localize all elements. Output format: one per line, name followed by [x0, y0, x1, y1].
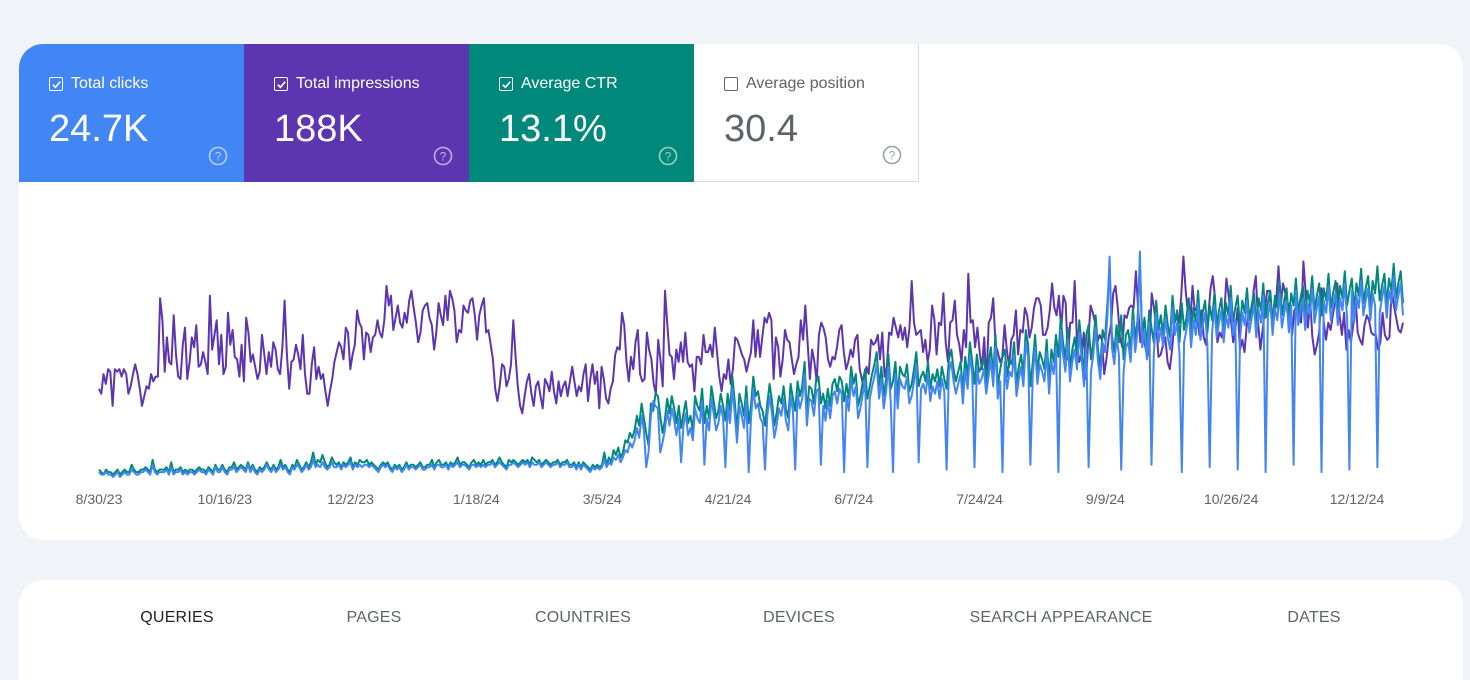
tab-queries[interactable]: QUERIES: [140, 609, 214, 626]
tab-search-appearance[interactable]: SEARCH APPEARANCE: [969, 609, 1153, 626]
x-tick-label: 12/12/24: [1330, 491, 1385, 507]
metric-value: 24.7K: [49, 108, 149, 150]
x-tick-label: 1/18/24: [453, 491, 500, 507]
tab-countries[interactable]: COUNTRIES: [534, 609, 632, 626]
x-tick-label: 10/26/24: [1204, 491, 1259, 507]
metric-header: Average position: [724, 75, 865, 93]
svg-text:?: ?: [215, 149, 222, 163]
tab-pages[interactable]: PAGES: [346, 609, 402, 626]
help-circle-icon[interactable]: ?: [208, 146, 228, 166]
line-chart: 8/30/23 10/16/23 12/2/23 1/18/24 3/5/24 4/21/…: [76, 250, 1404, 507]
x-tick-label: 8/30/23: [76, 491, 123, 507]
svg-text:?: ?: [440, 149, 447, 163]
svg-text:?: ?: [665, 149, 672, 163]
metric-label: Average position: [746, 75, 865, 92]
metric-value: 13.1%: [499, 108, 607, 150]
performance-card: Total clicks 24.7K ? Total impressions 1…: [19, 44, 1463, 540]
x-tick-label: 12/2/23: [327, 491, 374, 507]
metric-average-ctr[interactable]: Average CTR 13.1% ?: [469, 44, 694, 182]
metric-total-clicks[interactable]: Total clicks 24.7K ?: [19, 44, 244, 182]
performance-chart[interactable]: 8/30/23 10/16/23 12/2/23 1/18/24 3/5/24 4/21/…: [19, 182, 1463, 540]
x-tick-label: 6/7/24: [834, 491, 873, 507]
checkbox-icon[interactable]: [49, 77, 63, 91]
metric-header: Total clicks: [49, 75, 148, 93]
checkbox-icon[interactable]: [274, 77, 288, 91]
metric-total-impressions[interactable]: Total impressions 188K ?: [244, 44, 469, 182]
series-line-total-clicks: [98, 250, 1404, 478]
metric-label: Average CTR: [521, 75, 618, 92]
report-tabs: QUERIES PAGES COUNTRIES DEVICES SEARCH A…: [19, 580, 1463, 680]
metric-header: Average CTR: [499, 75, 618, 93]
metric-average-position[interactable]: Average position 30.4 ?: [694, 44, 919, 182]
metric-label: Total impressions: [296, 75, 420, 92]
tab-dates[interactable]: DATES: [1287, 609, 1341, 626]
metric-label: Total clicks: [71, 75, 149, 92]
x-tick-label: 10/16/23: [198, 491, 253, 507]
x-tick-label: 7/24/24: [956, 491, 1003, 507]
x-tick-label: 3/5/24: [583, 491, 622, 507]
series-line-total-impressions: [98, 255, 1404, 415]
x-tick-label: 4/21/24: [705, 491, 752, 507]
help-circle-icon[interactable]: ?: [658, 146, 678, 166]
metric-value: 30.4: [724, 108, 798, 150]
checkbox-icon[interactable]: [499, 77, 513, 91]
tab-devices[interactable]: DEVICES: [763, 609, 835, 626]
checkbox-icon[interactable]: [724, 77, 738, 91]
help-circle-icon[interactable]: ?: [882, 145, 902, 165]
metric-header: Total impressions: [274, 75, 420, 93]
svg-text:?: ?: [889, 148, 896, 162]
metric-cards: Total clicks 24.7K ? Total impressions 1…: [19, 44, 919, 182]
x-tick-label: 9/9/24: [1086, 491, 1125, 507]
metric-value: 188K: [274, 108, 363, 150]
help-circle-icon[interactable]: ?: [433, 146, 453, 166]
